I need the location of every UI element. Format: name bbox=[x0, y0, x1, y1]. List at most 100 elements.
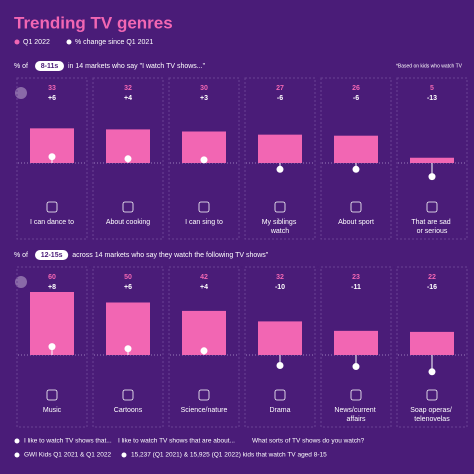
badge bbox=[35, 250, 69, 260]
badge-label: 8-11s bbox=[41, 63, 59, 70]
bar bbox=[410, 331, 454, 355]
footer-text: I like to watch TV shows that... bbox=[24, 438, 112, 445]
value-label: 26 bbox=[352, 85, 360, 92]
legend-swatch bbox=[66, 39, 72, 45]
bar bbox=[410, 157, 454, 163]
subtitle-prefix: % of bbox=[14, 63, 28, 70]
value-label: 30 bbox=[200, 85, 208, 92]
category-label: About sport bbox=[338, 219, 374, 226]
footer-icon bbox=[14, 438, 20, 444]
value-label: 32 bbox=[276, 274, 284, 281]
category-icon bbox=[46, 389, 58, 401]
column bbox=[16, 77, 88, 240]
column bbox=[92, 266, 164, 428]
value-label: 23 bbox=[352, 274, 360, 281]
change-dot bbox=[124, 155, 132, 163]
value-label: 27 bbox=[276, 85, 284, 92]
logo bbox=[15, 276, 27, 288]
column bbox=[320, 266, 392, 428]
category-label: Music bbox=[43, 407, 62, 414]
title: Trending TV genres bbox=[14, 13, 173, 32]
footer: I like to watch TV shows that... I like … bbox=[14, 438, 365, 459]
change-dot bbox=[428, 173, 436, 181]
category-icon bbox=[122, 201, 134, 213]
badge-label: 12-15s bbox=[41, 252, 63, 259]
column bbox=[168, 266, 240, 428]
category-label: I can sing to bbox=[185, 219, 223, 226]
category-label: News/current affairs bbox=[334, 407, 377, 423]
category-icon bbox=[426, 389, 438, 401]
change-dot bbox=[276, 362, 284, 369]
value-label: 5 bbox=[430, 85, 434, 92]
change-label: +6 bbox=[48, 95, 56, 102]
category-label: Soap operas/ telenovelas bbox=[410, 407, 454, 423]
value-label: 33 bbox=[48, 85, 56, 92]
column bbox=[168, 77, 240, 240]
footer-icon bbox=[14, 452, 20, 458]
footer-text: What sorts of TV shows do you watch? bbox=[252, 438, 365, 445]
category-icon bbox=[274, 201, 286, 213]
footer-text: 15,237 (Q1 2021) & 15,925 (Q1 2022) kids… bbox=[131, 452, 327, 459]
category-icon bbox=[198, 201, 210, 213]
subtitle-prefix: % of bbox=[14, 252, 28, 259]
category-label: About cooking bbox=[106, 219, 150, 226]
change-dot bbox=[48, 343, 56, 351]
change-label: +4 bbox=[124, 95, 132, 102]
change-label: +3 bbox=[200, 95, 208, 102]
bar bbox=[258, 134, 302, 163]
category-label: That are sad or serious bbox=[411, 219, 452, 235]
category-label: Cartoons bbox=[114, 407, 143, 414]
column bbox=[92, 77, 164, 240]
category-icon bbox=[274, 389, 286, 401]
legend-swatch bbox=[14, 39, 20, 45]
change-dot bbox=[48, 153, 56, 161]
category-icon bbox=[46, 201, 58, 213]
footer-text: I like to watch TV shows that are about.… bbox=[118, 438, 235, 445]
category-icon bbox=[350, 389, 362, 401]
change-label: +8 bbox=[48, 284, 56, 291]
bar bbox=[258, 321, 302, 355]
change-label: -16 bbox=[427, 284, 437, 291]
category-label: Drama bbox=[269, 407, 290, 414]
category-icon bbox=[198, 389, 210, 401]
change-label: -13 bbox=[427, 95, 437, 102]
badge bbox=[35, 61, 64, 71]
column bbox=[396, 266, 468, 428]
legend-label: % change since Q1 2021 bbox=[75, 39, 153, 46]
column bbox=[244, 77, 316, 240]
legend-label: Q1 2022 bbox=[23, 39, 50, 46]
subtitle: across 14 markets who say they watch the… bbox=[72, 252, 269, 259]
value-label: 60 bbox=[48, 274, 56, 281]
category-icon bbox=[350, 201, 362, 213]
category-label: My siblings watch bbox=[262, 219, 299, 235]
bar bbox=[334, 135, 378, 163]
change-dot bbox=[200, 347, 208, 355]
column bbox=[396, 77, 468, 240]
category-icon bbox=[122, 389, 134, 401]
footer-text: GWI Kids Q1 2021 & Q1 2022 bbox=[24, 452, 111, 459]
note: *Based on kids who watch TV bbox=[396, 63, 463, 69]
value-label: 22 bbox=[428, 274, 436, 281]
column bbox=[244, 266, 316, 428]
category-icon bbox=[426, 201, 438, 213]
change-dot bbox=[352, 363, 360, 371]
change-label: +4 bbox=[200, 284, 208, 291]
change-dot bbox=[200, 156, 208, 164]
footer-icon bbox=[121, 452, 127, 458]
change-dot bbox=[428, 368, 436, 376]
column bbox=[320, 77, 392, 240]
change-label: -6 bbox=[277, 95, 283, 102]
subtitle: in 14 markets who say "I watch TV shows.… bbox=[68, 63, 206, 70]
value-label: 42 bbox=[200, 274, 208, 281]
logo bbox=[15, 87, 27, 99]
value-label: 50 bbox=[124, 274, 132, 281]
change-label: -11 bbox=[351, 284, 361, 291]
column bbox=[16, 266, 88, 428]
change-label: -10 bbox=[275, 284, 285, 291]
change-dot bbox=[124, 345, 132, 353]
change-label: -6 bbox=[353, 95, 359, 102]
bar bbox=[334, 330, 378, 355]
category-label: I can dance to bbox=[30, 219, 74, 226]
